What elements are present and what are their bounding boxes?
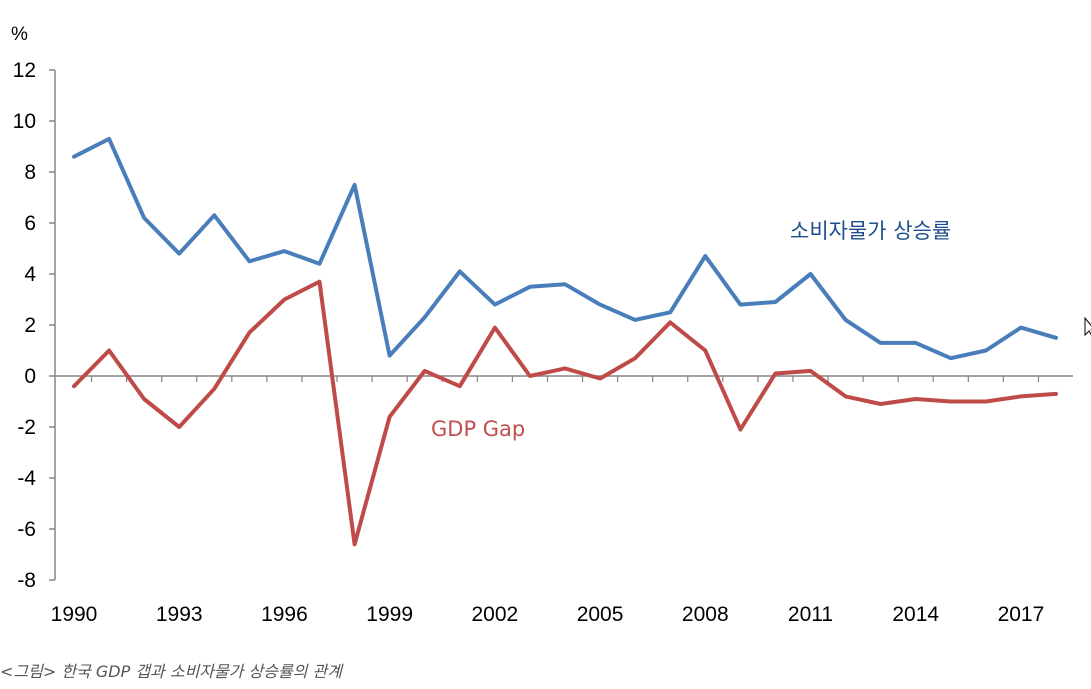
x-tick-label: 2008 — [682, 603, 729, 626]
y-tick-label: 10 — [13, 110, 36, 133]
x-tick-label: 2011 — [788, 603, 833, 626]
y-tick-label: 12 — [13, 59, 36, 82]
x-tick-label: 2005 — [577, 603, 624, 626]
y-tick-label: -8 — [17, 569, 36, 592]
x-axis-ticks: 1990 1993 1996 1999 2002 2005 2008 2011 2014 2017 — [51, 376, 1045, 626]
x-tick-label: 1993 — [156, 603, 203, 626]
y-tick-label: 8 — [24, 161, 36, 184]
y-tick-label: -4 — [17, 467, 36, 490]
y-tick-label: 6 — [24, 212, 36, 235]
series-lines — [72, 136, 1058, 547]
y-tick-label: -6 — [17, 518, 36, 541]
y-tick-label: 4 — [24, 263, 36, 286]
y-axis-unit: % — [11, 24, 28, 45]
y-tick-label: 2 — [24, 314, 36, 337]
series-label-gdp-gap: GDP Gap — [431, 417, 525, 441]
y-axis-ticks: 12 10 8 6 4 2 0 -2 -4 -6 -8 — [13, 59, 55, 592]
x-tick-label: 2002 — [471, 603, 518, 626]
series-label-cpi: 소비자물가 상승률 — [790, 219, 951, 243]
x-tick-label: 1990 — [51, 603, 98, 626]
y-tick-label: 0 — [24, 365, 36, 388]
x-tick-label: 1999 — [366, 603, 413, 626]
line-chart: % 12 10 8 6 4 2 0 -2 -4 -6 -8 1990 1993 1996 1999 2002… — [11, 24, 1073, 626]
y-tick-label: -2 — [17, 416, 36, 439]
series-line-cpi — [72, 136, 1058, 361]
x-tick-label: 2014 — [892, 603, 939, 626]
figure-caption: <그림> 한국 GDP 갭과 소비자물가 상승률의 관계 — [0, 662, 342, 681]
mouse-cursor-icon — [1084, 317, 1091, 337]
series-line-gdp-gap — [72, 279, 1058, 547]
x-tick-label: 1996 — [261, 603, 308, 626]
x-tick-label: 2017 — [998, 603, 1045, 626]
